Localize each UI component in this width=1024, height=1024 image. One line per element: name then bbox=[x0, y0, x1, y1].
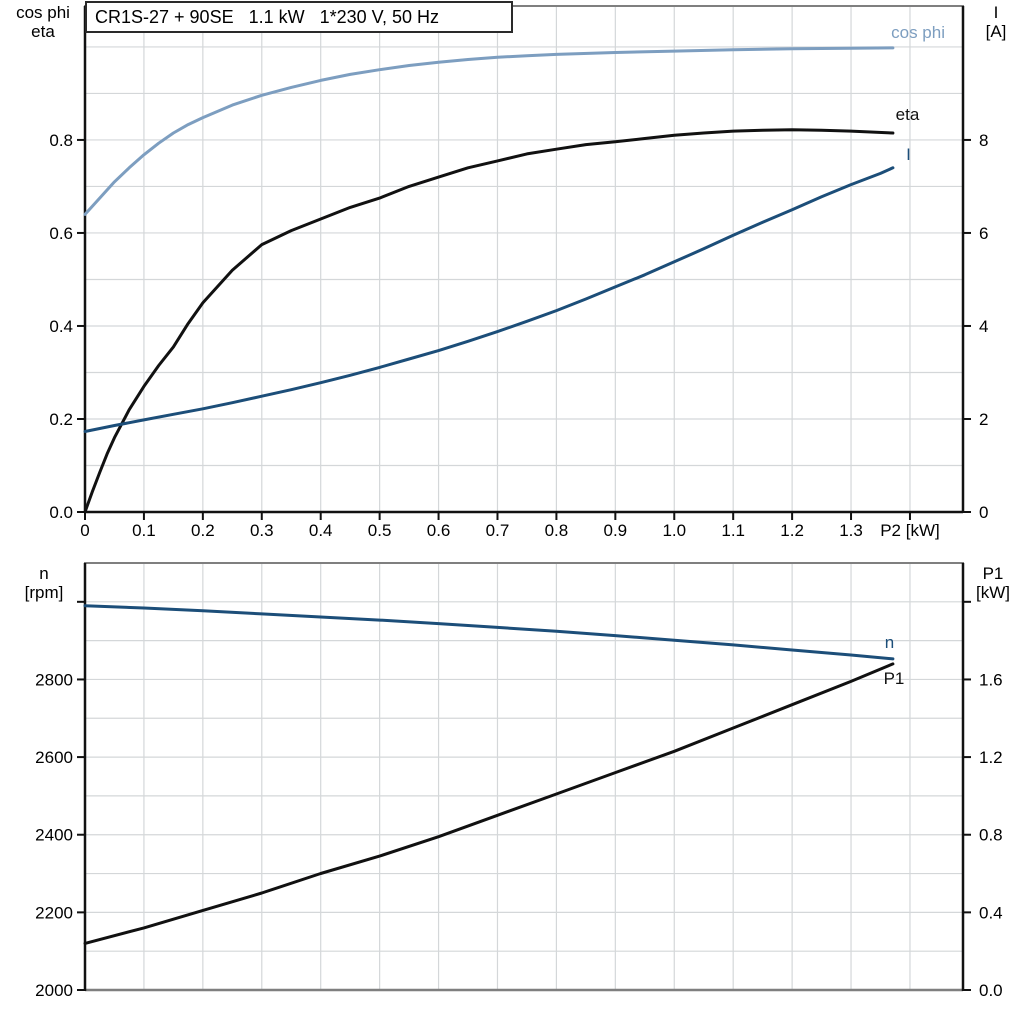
axis-tick-label-right: 0.4 bbox=[979, 903, 1003, 922]
axis-title-current-unit: [A] bbox=[985, 22, 1007, 41]
axis-tick-label-x: 0.4 bbox=[309, 521, 333, 540]
axis-title-p1-unit: [kW] bbox=[976, 583, 1010, 602]
axis-tick-label-x: 0.8 bbox=[545, 521, 569, 540]
axis-tick-label-right: 1.6 bbox=[979, 670, 1003, 689]
top-right-axis-title: I [A] bbox=[972, 3, 1020, 41]
axis-tick-label-x: 0.2 bbox=[191, 521, 215, 540]
axis-title-speed: n bbox=[39, 564, 49, 583]
chart-title: CR1S-27 + 90SE 1.1 kW 1*230 V, 50 Hz bbox=[95, 6, 440, 27]
axis-tick-label-x: 0.6 bbox=[427, 521, 451, 540]
current-curve-label: I bbox=[906, 145, 911, 164]
top-left-axis-title: cos phi eta bbox=[4, 3, 82, 41]
curve-n bbox=[83, 604, 895, 661]
axis-tick-label-right: 0.0 bbox=[979, 981, 1003, 1000]
axis-tick-label-left: 2400 bbox=[35, 826, 73, 845]
axis-tick-label-right: 0.8 bbox=[979, 826, 1003, 845]
eta-curve-label: eta bbox=[895, 105, 920, 124]
axis-tick-label-left: 0.6 bbox=[49, 224, 73, 243]
axis-tick-label-x: 0.3 bbox=[250, 521, 274, 540]
axis-tick-label-left: 2800 bbox=[35, 670, 73, 689]
axis-tick-label-right: 1.2 bbox=[979, 748, 1003, 767]
axis-tick-label-left: 0.8 bbox=[49, 131, 73, 150]
axis-tick-label-left: 2000 bbox=[35, 981, 73, 1000]
bottom-right-axis-title: P1 [kW] bbox=[964, 564, 1022, 602]
curve-eta bbox=[83, 128, 895, 514]
curve-i bbox=[83, 166, 895, 433]
axis-title-p1: P1 bbox=[982, 564, 1004, 583]
cosphi-curve-label: cos phi bbox=[891, 23, 945, 42]
axis-tick-label-right: 8 bbox=[979, 131, 988, 150]
axis-tick-label-x: 0.9 bbox=[604, 521, 628, 540]
axis-tick-label-x: 1.0 bbox=[662, 521, 686, 540]
speed-curve-label: n bbox=[884, 633, 895, 652]
axis-tick-label-x: 1.2 bbox=[780, 521, 804, 540]
axis-tick-label-x: 0.5 bbox=[368, 521, 392, 540]
axis-title-speed-unit: [rpm] bbox=[24, 583, 64, 602]
axis-title-eta: eta bbox=[31, 22, 55, 41]
axis-tick-label-x: 1.1 bbox=[721, 521, 745, 540]
curve-p1 bbox=[83, 662, 895, 945]
axis-tick-label-x: 0 bbox=[80, 521, 89, 540]
axis-tick-label-left: 2600 bbox=[35, 748, 73, 767]
axis-tick-label-left: 0.4 bbox=[49, 317, 73, 336]
axis-tick-label-x: P2 [kW] bbox=[880, 521, 940, 540]
axis-tick-label-right: 2 bbox=[979, 410, 988, 429]
axis-tick-label-left: 0.2 bbox=[49, 410, 73, 429]
axis-tick-label-x: 1.3 bbox=[839, 521, 863, 540]
chart-title-box: CR1S-27 + 90SE 1.1 kW 1*230 V, 50 Hz bbox=[85, 1, 513, 33]
axis-title-cosphi: cos phi bbox=[16, 3, 70, 22]
axis-tick-label-right: 6 bbox=[979, 224, 988, 243]
bottom-left-axis-title: n [rpm] bbox=[6, 564, 82, 602]
axis-tick-label-right: 0 bbox=[979, 503, 988, 522]
axis-title-current: I bbox=[993, 3, 999, 22]
axis-tick-label-x: 0.1 bbox=[132, 521, 156, 540]
p1-curve-label: P1 bbox=[883, 669, 905, 688]
axis-tick-label-right: 4 bbox=[979, 317, 988, 336]
axis-tick-label-left: 2200 bbox=[35, 903, 73, 922]
axis-tick-label-left: 0.0 bbox=[49, 503, 73, 522]
curve-cos-phi bbox=[83, 46, 895, 216]
axis-tick-label-x: 0.7 bbox=[486, 521, 510, 540]
